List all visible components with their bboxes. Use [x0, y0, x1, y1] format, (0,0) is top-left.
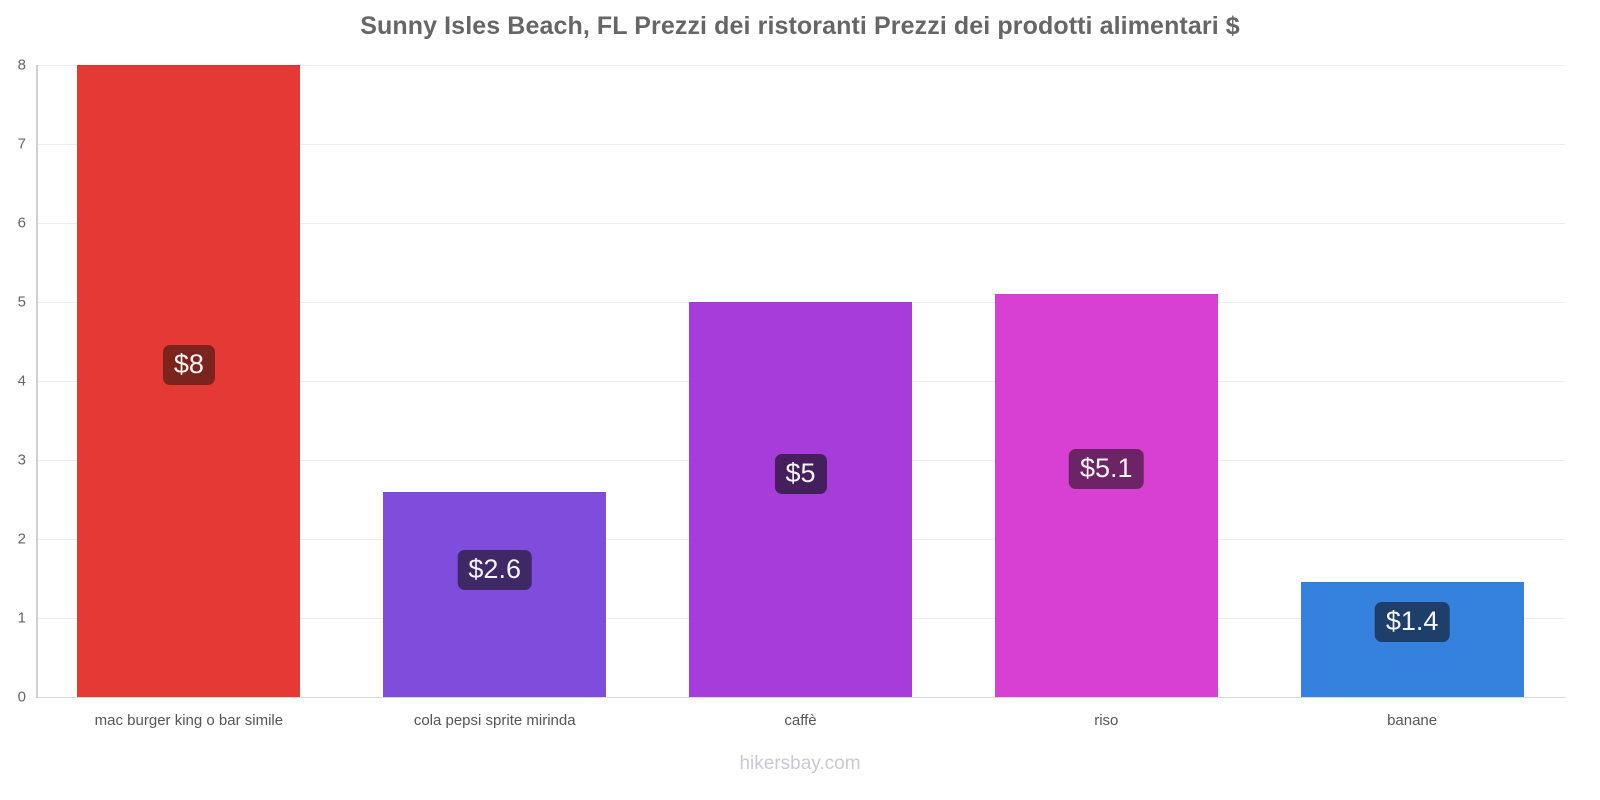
- x-axis-tick-label: banane: [1387, 712, 1438, 729]
- bar-value-label: $8: [162, 344, 215, 385]
- y-axis-tick-label: 5: [17, 293, 26, 311]
- y-axis-tick-label: 4: [17, 372, 26, 390]
- watermark-text: hikersbay.com: [739, 753, 861, 774]
- y-axis-tick-label: 8: [17, 56, 26, 74]
- bar[interactable]: [994, 294, 1218, 697]
- bar-value-label: $2.6: [457, 549, 532, 590]
- x-axis-tick-labels: mac burger king o bar simile cola pepsi s…: [36, 712, 1565, 742]
- bar-series: $8 $2.6 $5 $5.1 $1.4: [36, 65, 1565, 697]
- plot-area: $8 $2.6 $5 $5.1 $1.4: [36, 65, 1565, 698]
- x-axis-tick-label: caffè: [784, 712, 817, 729]
- gridline: [36, 697, 1565, 698]
- y-axis-tick-label: 3: [17, 451, 26, 469]
- x-axis-tick-label: mac burger king o bar simile: [94, 712, 284, 729]
- y-axis-tick-label: 1: [17, 609, 26, 627]
- bar[interactable]: [689, 302, 912, 697]
- x-axis-tick-label: riso: [1094, 712, 1119, 729]
- bar-value-label: $1.4: [1374, 601, 1450, 642]
- chart-title: Sunny Isles Beach, FL Prezzi dei ristora…: [360, 12, 1240, 40]
- bar-group[interactable]: $8: [77, 65, 301, 697]
- gridline: [36, 223, 1565, 224]
- y-axis-tick-label: 6: [17, 214, 26, 232]
- y-axis-tick-labels: 0 1 2 3 4 5 6 7 8: [0, 0, 36, 800]
- y-axis-tick-label: 7: [17, 135, 26, 153]
- y-axis-tick-label: 0: [17, 688, 26, 706]
- bar-group[interactable]: $5.1: [994, 65, 1218, 697]
- gridline: [36, 144, 1565, 145]
- y-axis-line: [36, 65, 38, 698]
- bar-group[interactable]: $5: [689, 65, 912, 697]
- bar-group[interactable]: $2.6: [383, 65, 607, 697]
- bar-group[interactable]: $1.4: [1300, 65, 1524, 697]
- bar[interactable]: [383, 491, 607, 697]
- y-axis-tick-label: 2: [17, 530, 26, 548]
- gridline: [36, 65, 1565, 66]
- bar-value-label: $5.1: [1069, 448, 1144, 489]
- bar-value-label: $5: [774, 453, 827, 494]
- x-axis-tick-label: cola pepsi sprite mirinda: [413, 712, 576, 729]
